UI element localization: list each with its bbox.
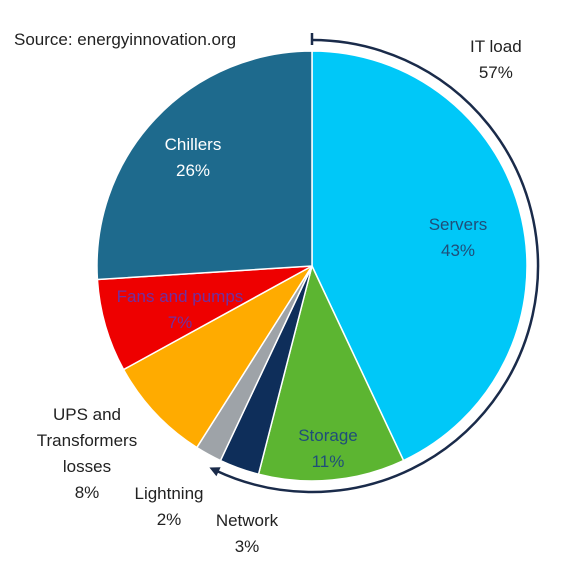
slice-label-name: Storage [298, 426, 358, 445]
group-label-it-load: IT load 57% [470, 34, 522, 86]
group-label-value: 57% [478, 63, 513, 82]
slice-label-chillers: Chillers 26% [148, 132, 238, 184]
slice-label-name: Lightning [134, 484, 204, 503]
slice-label-network: Network 3% [202, 508, 292, 560]
pie-slice-storage [257, 263, 405, 482]
slice-label-value: 11% [311, 452, 345, 471]
it-load-bracket [215, 38, 540, 494]
slice-label-name: Servers [428, 215, 488, 234]
chart-source: Source: energyinnovation.org [14, 30, 237, 49]
slice-label-line: UPS and [52, 405, 122, 424]
slice-label-value: 26% [175, 161, 211, 180]
slice-label-value: 2% [156, 510, 182, 529]
slice-label-name: Network [215, 511, 279, 530]
slice-label-servers: Servers 43% [418, 212, 498, 264]
slice-label-fans-pumps: Fans and pumps 7% [100, 284, 260, 336]
slice-label-value: 8% [74, 483, 100, 502]
slice-label-line: losses [62, 457, 112, 476]
group-label-name: IT load [470, 37, 522, 56]
pie-slice-ups-and-transformers-losses [122, 265, 313, 449]
slice-label-value: 43% [440, 241, 476, 260]
slice-label-lightning: Lightning 2% [124, 481, 214, 533]
slice-label-value: 3% [234, 537, 260, 556]
slice-label-storage: Storage 11% [288, 423, 368, 475]
pie-slice-servers [311, 50, 528, 462]
slice-label-name: Fans and pumps [116, 287, 244, 306]
pie-slice-chillers [96, 50, 313, 281]
slice-label-name: Chillers [164, 135, 222, 154]
pie-slices [96, 50, 528, 482]
slice-label-line: Transformers [36, 431, 138, 450]
slice-label-ups-transformers: UPS and Transformers losses 8% [22, 402, 152, 506]
it-load-bracket-arrowhead [209, 467, 221, 477]
slice-label-value: 7% [167, 313, 193, 332]
